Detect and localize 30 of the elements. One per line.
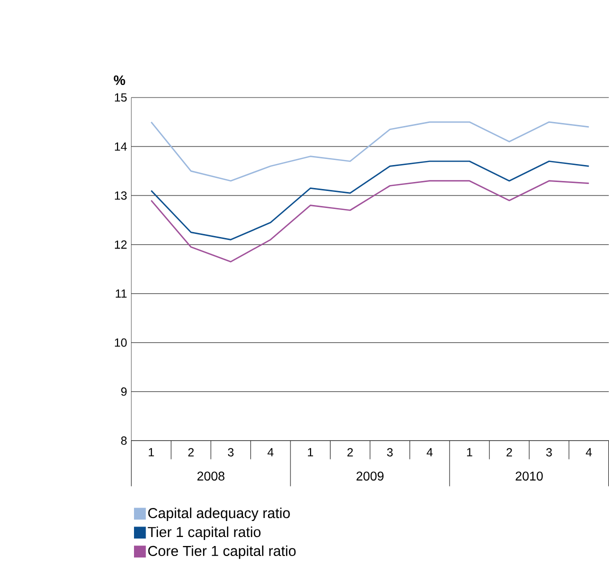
text: 2009 <box>356 472 384 481</box>
text: 2008 <box>197 472 224 481</box>
y-tick-label: 15 <box>114 93 127 102</box>
y-tick-label: 8 <box>121 436 127 445</box>
x-tick-label: 3 <box>228 448 234 456</box>
x-tick-label: 1 <box>148 448 154 456</box>
y-tick-label: 11 <box>116 290 127 298</box>
y-tick-label: 13 <box>114 191 127 200</box>
x-tick-label: 2 <box>347 448 353 456</box>
line-series <box>150 121 590 182</box>
legend-label: Capital adequacy ratio <box>148 508 290 521</box>
x-tick-label: 1 <box>308 448 314 456</box>
x-tick-label: 4 <box>426 448 433 456</box>
legend-label: Tier 1 capital ratio <box>148 526 261 540</box>
x-tick-label: 2 <box>188 448 194 456</box>
y-axis-title: % <box>114 75 126 85</box>
y-tick-label: 12 <box>114 240 127 249</box>
x-tick-label: 4 <box>586 448 592 456</box>
text: 2010 <box>516 472 543 481</box>
x-tick-label: 2 <box>506 448 512 456</box>
y-tick-label: 9 <box>121 387 127 396</box>
y-tick-label: 10 <box>114 338 127 347</box>
line-series <box>150 160 590 240</box>
legend-label: Core Tier 1 capital ratio <box>148 545 296 559</box>
y-tick-label: 14 <box>114 142 127 151</box>
x-tick-label: 1 <box>467 448 472 456</box>
x-tick-label: 4 <box>268 448 274 456</box>
x-tick-label: 3 <box>387 448 393 456</box>
line-series <box>150 180 590 262</box>
x-tick-label: 3 <box>546 448 552 456</box>
